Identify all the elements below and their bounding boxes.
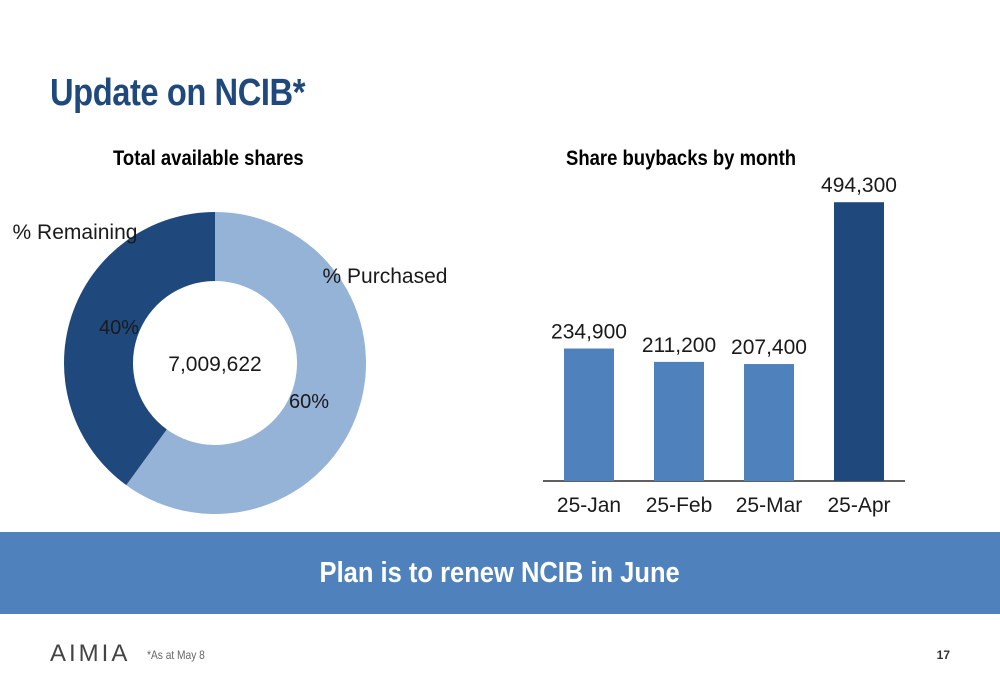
- bar-category-label-25-Jan: 25-Jan: [557, 494, 621, 517]
- donut-percent-remaining: 40%: [99, 317, 139, 339]
- bar-value-label-25-Feb: 211,200: [642, 334, 716, 357]
- donut-percent-purchased: 60%: [289, 391, 329, 413]
- bar-value-label-25-Jan: 234,900: [551, 321, 627, 344]
- bar-category-label-25-Feb: 25-Feb: [646, 494, 713, 517]
- bar-25-Jan: [564, 348, 614, 481]
- donut-center-total: 7,009,622: [168, 353, 261, 376]
- aimia-logo: AIMIA: [50, 640, 131, 667]
- bar-value-label-25-Apr: 494,300: [821, 174, 897, 197]
- charts-canvas: % Purchased 60% % Remaining 40% 7,009,622 234…: [13, 174, 905, 517]
- bar-value-label-25-Mar: 207,400: [731, 336, 807, 359]
- page-number: 17: [936, 648, 950, 662]
- bar-chart-title: Share buybacks by month: [566, 147, 797, 170]
- bar-25-Apr: [834, 202, 884, 482]
- footnote: *As at May 8: [147, 648, 205, 662]
- donut-slice-remaining: [63, 212, 215, 486]
- donut-label-remaining: % Remaining: [13, 221, 138, 244]
- banner-text: Plan is to renew NCIB in June: [319, 556, 681, 589]
- donut-chart-title: Total available shares: [113, 147, 304, 170]
- bar-category-label-25-Apr: 25-Apr: [827, 494, 890, 517]
- slide-title: Update on NCIB*: [50, 72, 305, 114]
- donut-label-purchased: % Purchased: [323, 265, 448, 288]
- donut-slice-purchased: [126, 212, 366, 514]
- bar-25-Feb: [654, 361, 704, 481]
- bar-category-label-25-Mar: 25-Mar: [736, 494, 803, 517]
- bar-25-Mar: [744, 364, 794, 481]
- banner: Plan is to renew NCIB in June: [0, 532, 1000, 614]
